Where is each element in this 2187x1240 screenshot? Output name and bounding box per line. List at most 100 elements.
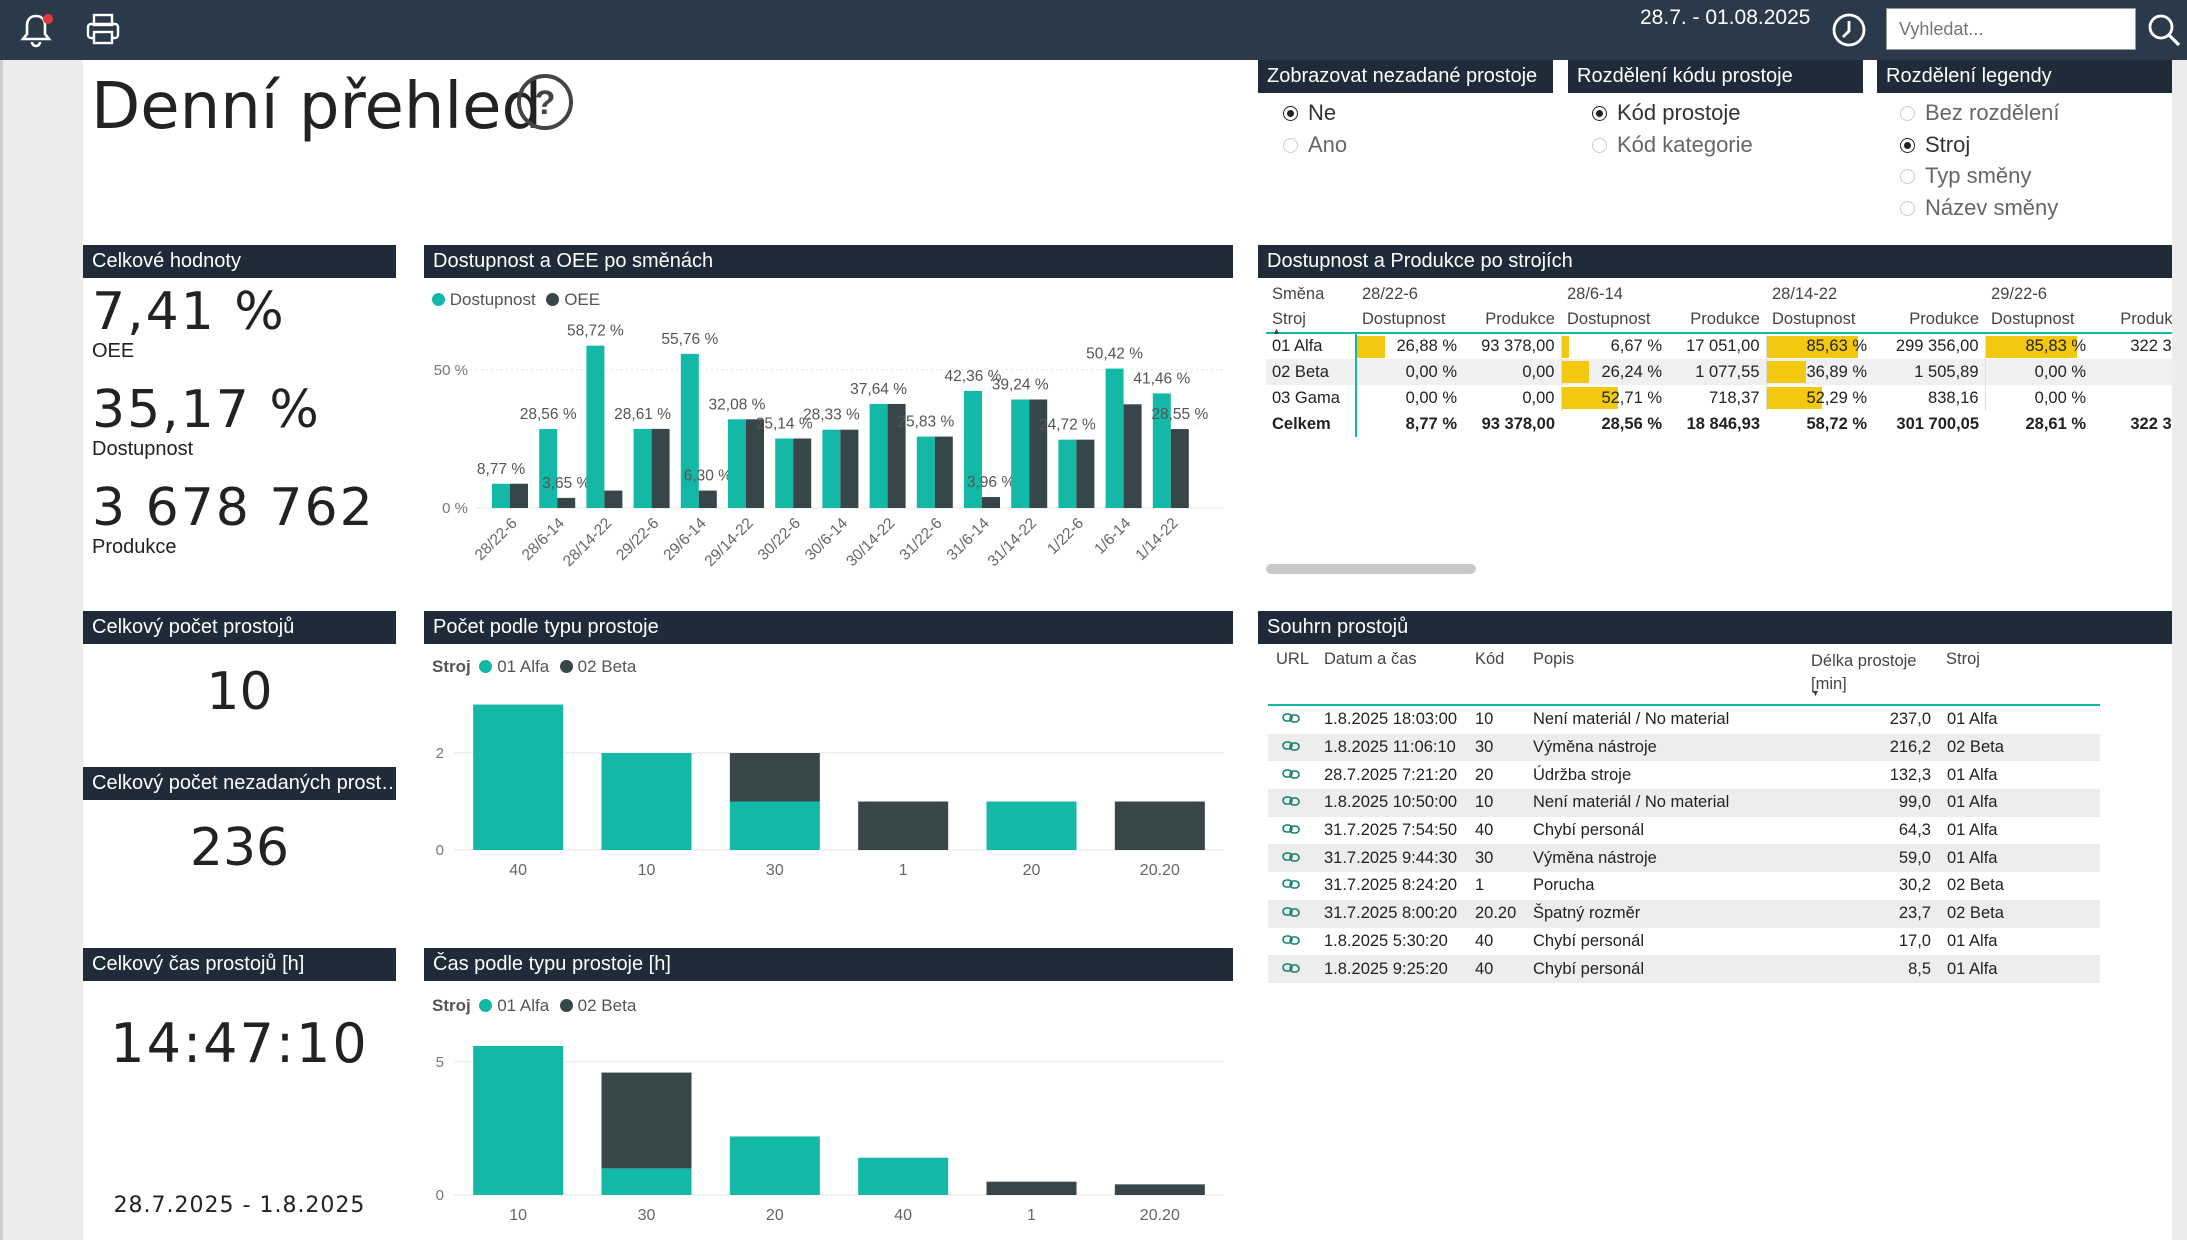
legend-alfa[interactable]: 01 Alfa: [497, 657, 550, 676]
link-icon[interactable]: [1282, 738, 1300, 757]
bar-oee[interactable]: [840, 429, 859, 508]
bar-alfa[interactable]: [729, 1136, 820, 1195]
legend-title: Stroj: [432, 657, 471, 676]
bar-beta[interactable]: [858, 801, 949, 850]
col-description[interactable]: Popis: [1533, 650, 1575, 668]
col-machine[interactable]: Stroj: [1946, 650, 1980, 668]
link-icon[interactable]: [1282, 710, 1300, 729]
table-row[interactable]: 31.7.2025 9:44:30 30 Výměna nástroje 59,0 01…: [1268, 844, 2100, 873]
bar-oee[interactable]: [604, 490, 623, 508]
bar-alfa[interactable]: [473, 704, 564, 850]
bar-dostupnost[interactable]: [680, 353, 699, 508]
search-icon[interactable]: [2144, 10, 2184, 50]
bar-alfa[interactable]: [473, 1045, 564, 1195]
date-range[interactable]: 28.7. - 01.08.2025: [1640, 6, 1811, 29]
bar-beta[interactable]: [1114, 1184, 1205, 1195]
row-datetime: 31.7.2025 8:24:20: [1324, 876, 1458, 895]
bar-oee[interactable]: [698, 490, 717, 508]
bar-oee[interactable]: [1029, 399, 1048, 508]
legend-beta[interactable]: 02 Beta: [577, 996, 637, 1015]
link-icon[interactable]: [1282, 904, 1300, 923]
link-cell[interactable]: [1268, 900, 1324, 928]
table-row[interactable]: 1.8.2025 9:25:20 40 Chybí personál 8,5 01 Al…: [1268, 955, 2100, 983]
bar-dostupnost[interactable]: [775, 438, 794, 508]
link-icon[interactable]: [1282, 960, 1300, 979]
link-cell[interactable]: [1268, 872, 1324, 900]
bar-dostupnost[interactable]: [633, 428, 652, 508]
link-cell[interactable]: [1268, 734, 1324, 762]
bar-dostupnost[interactable]: [1058, 439, 1077, 508]
horizontal-scrollbar[interactable]: [1266, 564, 1476, 574]
table-row[interactable]: 28.7.2025 7:21:20 20 Údržba stroje 132,3 01 …: [1268, 761, 2100, 789]
link-icon[interactable]: [1282, 876, 1300, 895]
cell-value: 718,37: [1709, 388, 1760, 407]
col-code[interactable]: Kód: [1475, 650, 1505, 668]
bar-alfa[interactable]: [729, 801, 820, 850]
link-icon[interactable]: [1282, 821, 1300, 840]
link-cell[interactable]: [1268, 817, 1324, 845]
table-row[interactable]: 1.8.2025 10:50:00 10 Není materiál / No ma…: [1268, 789, 2100, 817]
cell-value: 322 350: [2130, 337, 2172, 355]
notification-bell-icon[interactable]: [16, 10, 56, 50]
bar-oee[interactable]: [887, 403, 906, 508]
link-icon[interactable]: [1282, 932, 1300, 951]
table-row[interactable]: 31.7.2025 7:54:50 40 Chybí personál 64,3 01 …: [1268, 817, 2100, 845]
bar-dostupnost[interactable]: [1011, 399, 1030, 508]
link-cell[interactable]: [1268, 955, 1324, 983]
table-row[interactable]: 1.8.2025 5:30:20 40 Chybí personál 17,0 01 A…: [1268, 928, 2100, 956]
legend-alfa[interactable]: 01 Alfa: [497, 996, 550, 1015]
link-icon[interactable]: [1282, 766, 1300, 785]
bar-oee[interactable]: [982, 497, 1000, 508]
search-input[interactable]: [1886, 8, 2136, 50]
bar-dostupnost[interactable]: [822, 429, 841, 508]
bar-alfa[interactable]: [601, 1168, 692, 1195]
bar-dostupnost[interactable]: [964, 390, 982, 508]
bar-oee[interactable]: [793, 438, 812, 508]
legend-oee[interactable]: OEE: [564, 290, 601, 309]
link-icon[interactable]: [1282, 793, 1300, 812]
bar-beta[interactable]: [729, 753, 820, 802]
bar-dostupnost[interactable]: [1152, 393, 1171, 508]
bar-oee[interactable]: [1123, 404, 1142, 508]
bar-beta[interactable]: [986, 1181, 1077, 1195]
col-datetime[interactable]: Datum a čas: [1324, 650, 1417, 668]
link-cell[interactable]: [1268, 761, 1324, 789]
bar-beta[interactable]: [1114, 801, 1205, 850]
col-url[interactable]: URL: [1276, 650, 1310, 668]
table-row[interactable]: 1.8.2025 11:06:10 30 Výměna nástroje 216,2 0…: [1268, 733, 2100, 762]
legend-dostupnost[interactable]: Dostupnost: [449, 290, 536, 309]
clock-icon[interactable]: [1829, 10, 1869, 50]
link-cell[interactable]: [1268, 928, 1324, 956]
bar-dostupnost[interactable]: [1105, 368, 1124, 508]
col-machine[interactable]: Stroj ▲: [1266, 307, 1356, 336]
bar-oee[interactable]: [746, 419, 764, 508]
bar-oee[interactable]: [1170, 429, 1189, 508]
bar-oee[interactable]: [1076, 439, 1095, 508]
bar-alfa[interactable]: [601, 753, 692, 850]
bar-dostupnost[interactable]: [728, 419, 746, 508]
bar-alfa[interactable]: [986, 801, 1077, 850]
bar-dostupnost[interactable]: [869, 403, 888, 508]
link-icon[interactable]: [1282, 849, 1300, 868]
row-datetime: 1.8.2025 11:06:10: [1324, 738, 1456, 757]
bar-alfa[interactable]: [858, 1157, 949, 1195]
bar-oee[interactable]: [557, 497, 576, 508]
table-row[interactable]: 1.8.2025 18:03:00 10 Není materiál / No ma…: [1268, 706, 2100, 734]
bar-dostupnost[interactable]: [539, 429, 558, 508]
bar-oee[interactable]: [934, 436, 953, 508]
bar-dostupnost[interactable]: [492, 483, 510, 508]
col-duration[interactable]: Délka prostoje [min]: [1811, 652, 1917, 693]
bar-dostupnost[interactable]: [586, 345, 605, 508]
help-icon[interactable]: ?: [515, 72, 575, 132]
table-row[interactable]: 31.7.2025 8:00:20 20.20 Špatný rozměr 23,7 0…: [1268, 899, 2100, 928]
bar-oee[interactable]: [651, 428, 670, 508]
bar-oee[interactable]: [510, 483, 528, 508]
link-cell[interactable]: [1268, 844, 1324, 872]
link-cell[interactable]: [1268, 789, 1324, 817]
link-cell[interactable]: [1268, 706, 1324, 734]
bar-beta[interactable]: [601, 1072, 692, 1169]
table-row[interactable]: 31.7.2025 8:24:20 1 Porucha 30,2 02 Beta: [1268, 872, 2100, 900]
print-icon[interactable]: [83, 10, 123, 50]
legend-beta[interactable]: 02 Beta: [577, 657, 637, 676]
bar-dostupnost[interactable]: [916, 436, 935, 508]
